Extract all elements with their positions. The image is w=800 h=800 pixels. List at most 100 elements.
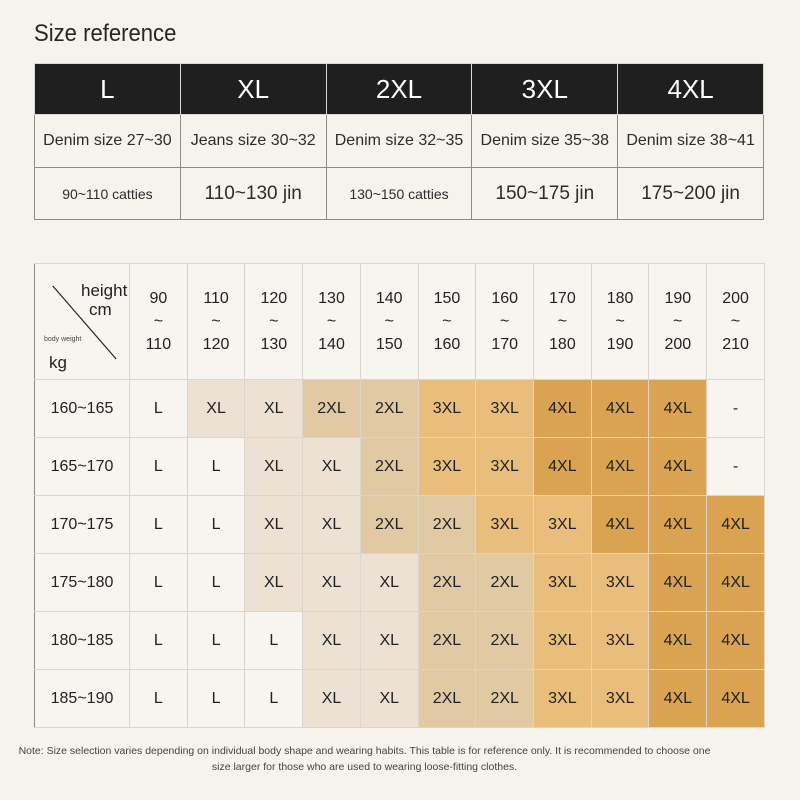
size-cell: XL (186, 379, 246, 438)
size-cell: 4XL (706, 495, 765, 554)
height-range-header: 150 ~160 (417, 263, 477, 380)
size-cell: L (244, 611, 304, 670)
height-range-bottom: 190 (606, 336, 634, 353)
height-range-sep: ~ (673, 313, 683, 330)
height-range-sep: ~ (153, 313, 164, 330)
size-cell: 2XL (417, 495, 477, 554)
weight-row: 175~180 L L XL XL XL 2XL 2XL 3XL 3XL 4XL 4XL (34, 553, 765, 612)
height-range-top: 110 (203, 290, 229, 307)
size-cell: 3XL (533, 553, 592, 612)
size-cell: 4XL (590, 379, 650, 438)
size-cell: 4XL (648, 553, 708, 612)
size-cell: XL (359, 553, 419, 612)
size-cell: XL (244, 437, 304, 496)
weight-range-cell: 150~175 jin (471, 167, 619, 220)
height-range-top: 190 (664, 290, 692, 307)
size-cell: 2XL (475, 611, 535, 670)
size-cell: 4XL (590, 495, 650, 554)
size-cell: - (706, 437, 765, 496)
size-cell: 4XL (533, 379, 592, 438)
size-cell: 4XL (706, 611, 765, 670)
size-cell: 4XL (648, 379, 708, 438)
weight-row: 170~175 L L XL XL 2XL 2XL 3XL 3XL 4XL 4XL 4XL (34, 495, 765, 554)
size-cell: XL (302, 669, 361, 728)
denim-size-cell: Denim size 27~30 (34, 114, 181, 168)
diagonal-divider (52, 285, 117, 360)
size-cell: XL (359, 669, 419, 728)
height-range-sep: ~ (326, 313, 337, 330)
size-cell: XL (302, 495, 361, 554)
height-range-top: 140 (375, 290, 403, 307)
height-range-sep: ~ (730, 313, 741, 330)
weight-row: 165~170 L L XL XL 2XL 3XL 3XL 4XL 4XL 4XL - (34, 437, 765, 496)
height-range-sep: ~ (442, 313, 452, 330)
size-cell: 4XL (648, 495, 708, 554)
size-header-row: L XL 2XL 3XL 4XL (34, 63, 764, 115)
height-range-sep: ~ (500, 313, 510, 330)
height-range-header: 90 ~110 (129, 263, 188, 380)
denim-size-cell: Jeans size 30~32 (179, 114, 327, 168)
height-range-bottom: 140 (318, 336, 345, 353)
height-range-bottom: 170 (491, 336, 519, 353)
size-cell: 2XL (359, 495, 419, 554)
size-cell: 3XL (590, 669, 650, 728)
size-cell: XL (244, 379, 304, 438)
size-cell: - (706, 379, 765, 438)
size-cell: 4XL (533, 437, 592, 496)
weight-range-row: 90~110 catties 110~130 jin 130~150 catti… (34, 167, 764, 220)
weight-range-label: 185~190 (34, 669, 130, 728)
size-cell: 3XL (417, 437, 477, 496)
size-cell: 2XL (475, 553, 535, 612)
weight-range-label: 175~180 (34, 553, 130, 612)
height-range-header: 180 ~190 (590, 263, 650, 380)
weight-row: 185~190 L L L XL XL 2XL 2XL 3XL 3XL 4XL 4XL (34, 669, 765, 728)
size-cell: XL (302, 437, 361, 496)
size-cell: L (129, 495, 188, 554)
kg-label: kg (49, 353, 67, 372)
height-range-sep: ~ (615, 313, 625, 330)
denim-size-row: Denim size 27~30 Jeans size 30~32 Denim … (34, 114, 764, 168)
height-range-sep: ~ (211, 313, 221, 330)
weight-range-label: 170~175 (34, 495, 130, 554)
size-cell: L (129, 611, 188, 670)
size-cell: 3XL (417, 379, 477, 438)
size-cell: 3XL (533, 495, 592, 554)
height-range-bottom: 130 (260, 336, 288, 353)
height-range-header: 130 ~140 (302, 263, 361, 380)
weight-row: 160~165 L XL XL 2XL 2XL 3XL 3XL 4XL 4XL 4XL - (34, 379, 765, 438)
height-range-top: 130 (318, 290, 345, 307)
size-cell: 4XL (648, 611, 708, 670)
height-label: height (81, 281, 128, 300)
size-cell: XL (359, 611, 419, 670)
size-cell: 3XL (475, 437, 535, 496)
size-cell: 2XL (359, 379, 419, 438)
size-cell: 4XL (590, 437, 650, 496)
weight-range-cell: 90~110 catties (34, 167, 181, 220)
weight-range-label: 165~170 (34, 437, 130, 496)
height-range-bottom: 120 (202, 336, 230, 353)
height-range-sep: ~ (384, 313, 394, 330)
size-cell: 3XL (533, 669, 592, 728)
size-cell: 3XL (533, 611, 592, 670)
height-range-top: 170 (549, 290, 576, 307)
size-cell: L (186, 553, 246, 612)
size-cell: 3XL (475, 495, 535, 554)
weight-range-label: 180~185 (34, 611, 130, 670)
height-range-header: 120 ~130 (244, 263, 304, 380)
size-cell: L (186, 669, 246, 728)
size-cell: L (129, 379, 188, 438)
denim-size-cell: Denim size 32~35 (325, 114, 473, 168)
page-title: Size reference (34, 20, 177, 47)
denim-size-cell: Denim size 38~41 (617, 114, 764, 168)
size-cell: 2XL (475, 669, 535, 728)
size-cell: 2XL (417, 611, 477, 670)
height-range-header: 140 ~150 (359, 263, 419, 380)
cm-label: cm (89, 300, 112, 319)
height-range-sep: ~ (269, 313, 279, 330)
size-cell: 2XL (417, 669, 477, 728)
height-range-header: 200 ~210 (706, 263, 765, 380)
size-cell: 2XL (302, 379, 361, 438)
size-header: 2XL (325, 63, 473, 115)
size-cell: L (244, 669, 304, 728)
size-cell: XL (244, 495, 304, 554)
